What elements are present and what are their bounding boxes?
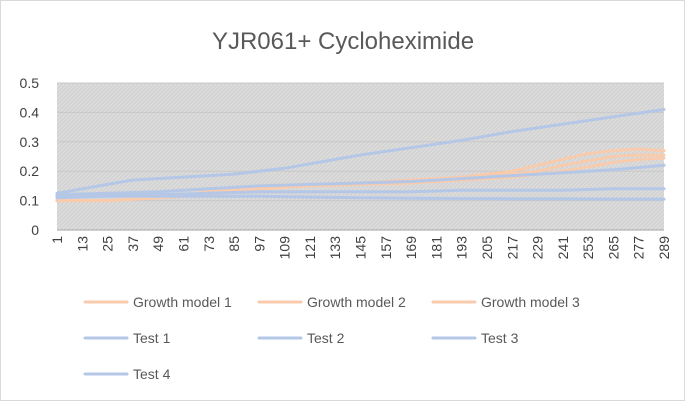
x-tick-label: 229 [530,236,546,260]
x-tick-label: 37 [125,236,141,252]
y-tick-label: 0.1 [20,193,40,209]
x-tick-label: 145 [353,236,369,260]
x-tick-label: 61 [175,236,191,252]
legend-label: Test 4 [133,366,171,382]
x-tick-label: 217 [504,236,520,260]
x-tick-label: 193 [454,236,470,260]
x-tick-label: 1 [49,236,65,244]
legend-label: Growth model 1 [133,294,232,310]
x-tick-label: 157 [378,236,394,260]
x-tick-label: 277 [631,236,647,260]
x-tick-label: 265 [605,236,621,260]
x-tick-label: 109 [277,236,293,260]
legend-label: Growth model 3 [481,294,580,310]
x-tick-label: 205 [479,236,495,260]
x-tick-label: 289 [656,236,672,260]
x-tick-label: 241 [555,236,571,260]
x-tick-label: 85 [226,236,242,252]
legend: Growth model 1 Growth model 2 Growth model… [83,294,580,382]
y-tick-label: 0.4 [20,104,40,120]
y-tick-label: 0.3 [20,134,40,150]
x-tick-label: 13 [74,236,90,252]
legend-label: Test 1 [133,330,171,346]
legend-label: Growth model 2 [307,294,406,310]
x-tick-label: 121 [302,236,318,260]
x-tick-label: 49 [150,236,166,252]
legend-label: Test 2 [307,330,345,346]
x-tick-label: 133 [327,236,343,260]
x-tick-label: 97 [251,236,267,252]
legend-label: Test 3 [481,330,519,346]
x-tick-label: 25 [100,236,116,252]
y-tick-label: 0 [31,222,39,238]
x-tick-label: 253 [580,236,596,260]
y-tick-label: 0.5 [20,75,40,91]
gridlines [57,82,664,231]
x-tick-label: 73 [201,236,217,252]
series-lines [55,108,666,203]
x-tick-label: 169 [403,236,419,260]
y-axis: 0 0.1 0.2 0.3 0.4 0.5 [20,75,40,238]
series-line-5 [55,163,666,197]
x-axis: 1 13 25 37 49 61 73 85 97 109 121 133 145 157 169 181 19… [49,236,672,260]
series-line-4 [55,108,666,195]
chart-title: YJR061+ Cycloheximide [212,28,474,55]
y-tick-label: 0.2 [20,163,40,179]
series-line-7 [55,194,666,201]
x-tick-label: 181 [428,236,444,260]
